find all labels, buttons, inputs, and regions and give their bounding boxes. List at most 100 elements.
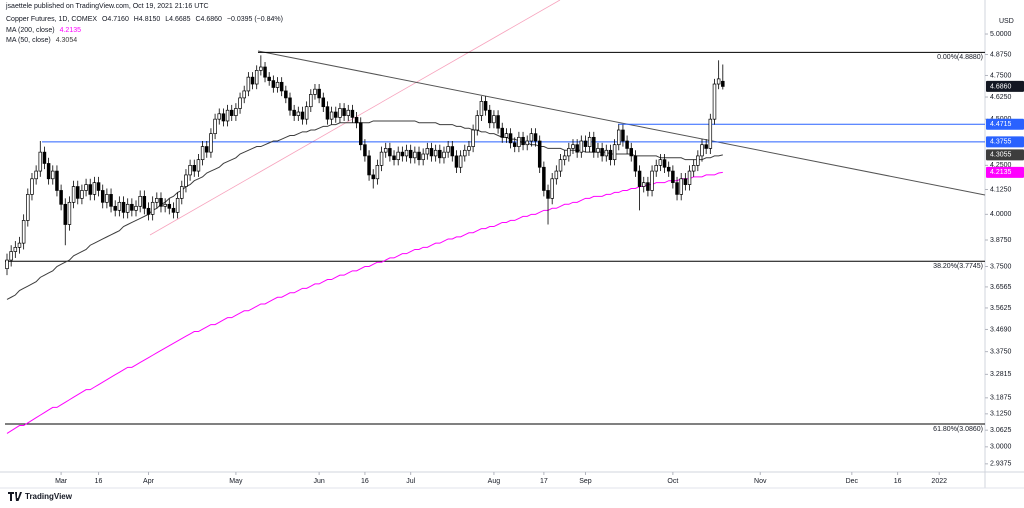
ohlc: C4.6860 (195, 16, 222, 23)
candle-body (267, 76, 271, 81)
candle-body (379, 151, 384, 166)
publisher: jsaettele published on TradingView.com, … (6, 3, 209, 10)
candle-body (483, 101, 488, 111)
candle-body (259, 66, 263, 71)
candle-body (654, 165, 658, 172)
candle-body (300, 111, 305, 120)
candle-body (59, 190, 63, 205)
candle-body (105, 194, 109, 203)
candle-body (13, 246, 18, 252)
candle-body (716, 78, 721, 85)
candle-body (96, 182, 101, 191)
candle-body (200, 146, 205, 161)
logo (8, 492, 22, 501)
candle-body (525, 140, 529, 146)
candle-body (691, 165, 696, 172)
candle-body (296, 111, 301, 116)
candle-body (130, 203, 134, 211)
ma-badge (986, 149, 1024, 161)
candle-body (496, 115, 500, 129)
y-tick-label: 3.3750 (990, 348, 1012, 355)
candle-body (383, 148, 388, 153)
x-tick-label: Apr (143, 478, 155, 485)
candle-body (292, 109, 296, 116)
candle-body (517, 136, 521, 147)
candle-body (325, 106, 330, 120)
candle-body (521, 136, 525, 146)
y-tick-label: 4.7500 (990, 72, 1012, 79)
candle-body (708, 118, 713, 149)
footer: TradingView (8, 492, 72, 501)
candle-body (180, 186, 184, 199)
y-tick-label: 4.8750 (990, 51, 1012, 58)
ohlc: L4.6685 (165, 16, 191, 23)
candle-body (446, 146, 450, 153)
candle-body (309, 94, 313, 108)
candle-body (188, 165, 192, 176)
candle-body (184, 174, 188, 187)
candle-body (367, 155, 371, 176)
candle-body (575, 144, 579, 153)
candle-body (80, 190, 84, 199)
candle-body (142, 196, 147, 209)
x-tick-label: Jul (406, 478, 415, 485)
candle-body (467, 146, 471, 151)
candle-body (284, 90, 288, 99)
x-tick-label: 16 (95, 478, 103, 485)
candle-body (463, 149, 467, 157)
y-tick-label: 3.1250 (990, 411, 1012, 418)
candle-body (404, 149, 409, 157)
candle-body (138, 196, 142, 207)
candle-body (375, 165, 380, 180)
candle-body (617, 129, 621, 146)
ma-name: MA (200, close) (6, 27, 55, 34)
candle-body (117, 201, 122, 211)
candle-body (363, 144, 367, 157)
x-tick-label: 2022 (931, 478, 947, 485)
candle-body (537, 140, 542, 168)
candle-body (571, 144, 575, 149)
candle-body (671, 170, 675, 184)
candle-body (304, 106, 309, 120)
ma-value: 4.2135 (59, 27, 82, 34)
candle-body (596, 148, 600, 153)
candle-body (196, 159, 201, 172)
ma-legend: MA (200, close) 4.2135 (6, 26, 84, 35)
ma-name: MA (50, close) (6, 37, 51, 44)
symbol-title: Copper Futures, 1D, COMEX (6, 16, 98, 23)
candle-body (471, 129, 475, 147)
candle-body (429, 148, 434, 157)
candle-body (34, 170, 38, 180)
candle-body (488, 109, 492, 124)
x-tick-label: Aug (488, 478, 501, 485)
candle-body (334, 111, 338, 118)
candle-body (121, 201, 126, 213)
candle-body (5, 259, 9, 270)
candle-body (159, 197, 163, 207)
candles (5, 55, 725, 276)
candle-body (371, 174, 375, 180)
ma-badge (986, 166, 1024, 178)
candle-body (134, 205, 138, 211)
candle-body (679, 178, 683, 195)
candle-body (263, 66, 267, 78)
candle-body (567, 148, 571, 157)
levels: 0.00%(4.8880) 38.20%(3.7745) 61.80%(3.0860… (5, 51, 985, 433)
y-tick-label: 3.0000 (990, 444, 1012, 451)
candle-body (21, 220, 26, 244)
y-tick-label: 4.1250 (990, 186, 1012, 193)
x-tick-label: 17 (540, 478, 548, 485)
candle-body (458, 155, 463, 168)
candle-body (508, 133, 513, 144)
candle-body (88, 184, 92, 195)
y-tick-label: 3.1875 (990, 395, 1012, 402)
y-tick-label: 3.6565 (990, 284, 1012, 291)
candle-body (604, 149, 609, 157)
candle-body (475, 115, 480, 131)
candle-body (221, 113, 226, 122)
ma-badge-label: 4.2135 (990, 169, 1012, 176)
candle-body (150, 201, 155, 215)
axes: 5.00004.87504.75004.62504.50004.25004.12… (55, 31, 1024, 485)
candle-body (687, 170, 692, 185)
